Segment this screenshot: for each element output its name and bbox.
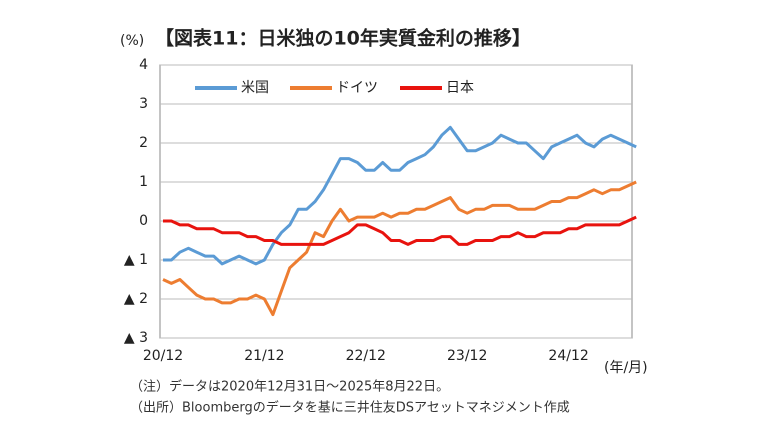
note: （注）データは2020年12月31日～2025年8月22日。 [130,379,449,395]
chart-title: 【図表11：日米独の10年実質金利の推移】 [155,27,531,50]
series-line [162,180,637,317]
series-line [163,125,637,266]
y-tick-label: ▲ 1 [124,252,148,268]
legend-label: 米国 [241,80,269,96]
x-tick-label: 24/12 [548,348,588,364]
x-tick-label: 20/12 [143,348,183,364]
y-tick-label: 1 [139,174,148,190]
y-unit: (%) [120,33,144,49]
y-tick-label: 3 [139,96,148,112]
x-tick-label: 23/12 [447,348,487,364]
y-tick-label: ▲ 2 [124,291,148,307]
x-tick-label: 21/12 [244,348,284,364]
note: （出所）Bloombergのデータを基に三井住友DSアセットマネジメント作成 [130,400,570,416]
legend-label: ドイツ [336,80,378,96]
y-tick-label: ▲ 3 [124,330,148,346]
x-unit: (年/月) [604,360,648,376]
series-line [163,215,637,246]
legend-label: 日本 [446,80,474,96]
x-tick-label: 22/12 [346,348,386,364]
y-tick-label: 2 [139,135,148,151]
y-tick-label: 0 [139,213,148,229]
y-tick-label: 4 [139,57,148,73]
